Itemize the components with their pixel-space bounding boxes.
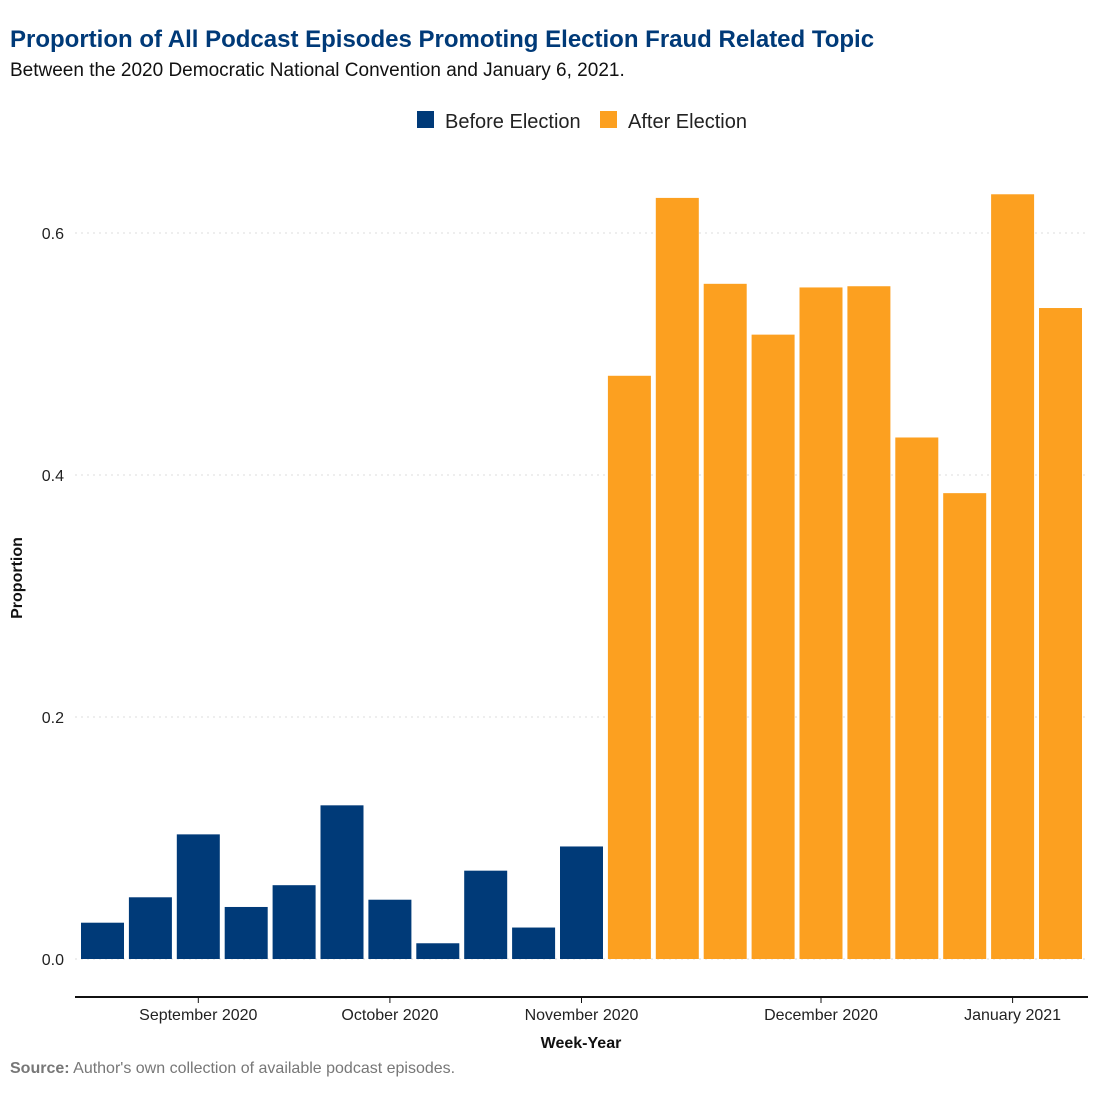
legend-swatch-after xyxy=(600,111,617,128)
bar-after-election xyxy=(895,437,939,959)
x-tick-label: October 2020 xyxy=(341,1007,438,1024)
bar-after-election xyxy=(991,194,1035,959)
bar-before-election xyxy=(272,885,316,959)
chart-subtitle: Between the 2020 Democratic National Con… xyxy=(10,60,625,81)
y-tick-label: 0.0 xyxy=(42,952,64,969)
x-axis-label: Week-Year xyxy=(541,1035,622,1052)
legend-label-before: Before Election xyxy=(445,111,581,133)
bar-after-election xyxy=(1039,308,1082,959)
bar-before-election xyxy=(224,906,268,959)
x-tick-label: January 2021 xyxy=(964,1007,1061,1024)
source-note: Source: Author's own collection of avail… xyxy=(10,1060,455,1078)
bar-before-election xyxy=(368,899,412,959)
bar-before-election xyxy=(464,870,508,959)
bar-after-election xyxy=(799,287,843,959)
bar-after-election xyxy=(703,283,747,959)
source-text: Author's own collection of available pod… xyxy=(73,1060,456,1077)
chart-title: Proportion of All Podcast Episodes Promo… xyxy=(10,26,875,53)
y-tick-label: 0.4 xyxy=(42,468,64,485)
source-label: Source: xyxy=(10,1060,70,1077)
bar-before-election xyxy=(176,834,220,959)
y-tick-label: 0.6 xyxy=(42,226,64,243)
bar-before-election xyxy=(512,927,556,959)
legend: Before Election After Election xyxy=(417,111,747,133)
x-tick-label: September 2020 xyxy=(139,1007,257,1024)
bar-before-election xyxy=(416,943,460,959)
y-tick-label: 0.2 xyxy=(42,710,64,727)
bar-before-election xyxy=(128,897,172,959)
bar-after-election xyxy=(751,334,795,959)
x-tick-label: November 2020 xyxy=(525,1007,639,1024)
bar-before-election xyxy=(560,846,603,959)
bar-after-election xyxy=(655,197,699,959)
bar-after-election xyxy=(847,286,891,959)
bar-after-election xyxy=(607,375,651,959)
bar-before-election xyxy=(320,805,364,959)
legend-swatch-before xyxy=(417,111,434,128)
bar-before-election xyxy=(81,922,124,959)
legend-label-after: After Election xyxy=(628,111,747,133)
y-axis-label: Proportion xyxy=(9,537,26,619)
bar-after-election xyxy=(943,493,987,959)
x-tick-label: December 2020 xyxy=(764,1007,878,1024)
